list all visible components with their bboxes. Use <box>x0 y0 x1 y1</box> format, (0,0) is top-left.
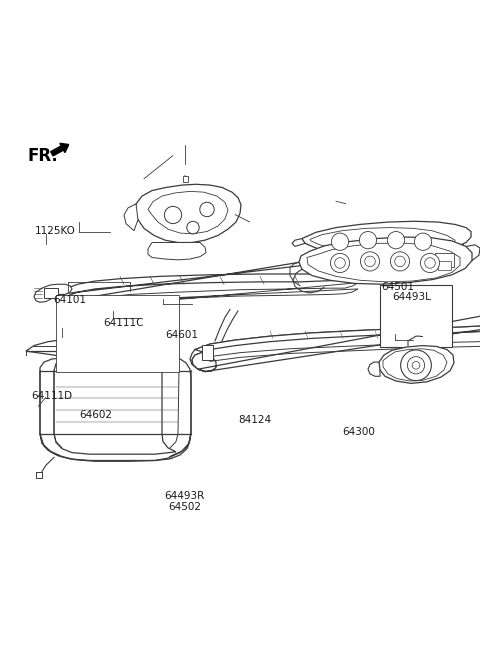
Polygon shape <box>148 191 228 234</box>
Circle shape <box>401 350 432 381</box>
Polygon shape <box>124 204 138 231</box>
Text: 64502: 64502 <box>168 502 201 512</box>
Bar <box>56 295 179 372</box>
Text: FR.: FR. <box>28 147 59 164</box>
Polygon shape <box>299 237 472 284</box>
Polygon shape <box>148 242 206 260</box>
Text: 64493R: 64493R <box>165 491 205 502</box>
Polygon shape <box>135 184 241 242</box>
Text: 64493L: 64493L <box>393 291 431 302</box>
Circle shape <box>164 206 181 223</box>
Polygon shape <box>26 337 191 460</box>
Polygon shape <box>302 221 471 256</box>
Polygon shape <box>34 284 72 303</box>
Circle shape <box>330 253 349 272</box>
Text: 64101: 64101 <box>53 295 86 305</box>
Text: 84124: 84124 <box>238 415 271 424</box>
Polygon shape <box>307 243 460 282</box>
Circle shape <box>395 256 405 267</box>
Circle shape <box>387 231 405 249</box>
Bar <box>44 288 59 299</box>
Circle shape <box>331 233 348 250</box>
Polygon shape <box>192 305 480 371</box>
Polygon shape <box>80 283 358 309</box>
Polygon shape <box>310 227 455 256</box>
Polygon shape <box>383 348 447 381</box>
Text: 64300: 64300 <box>343 427 375 437</box>
Polygon shape <box>58 247 390 303</box>
Circle shape <box>360 252 380 271</box>
Circle shape <box>425 257 435 269</box>
Circle shape <box>420 253 440 272</box>
Circle shape <box>360 231 377 249</box>
Text: 64111C: 64111C <box>104 318 144 328</box>
Circle shape <box>390 252 409 271</box>
Text: 64602: 64602 <box>80 410 112 420</box>
Circle shape <box>200 202 214 217</box>
Circle shape <box>408 356 425 374</box>
Polygon shape <box>379 346 454 383</box>
Bar <box>435 253 454 267</box>
FancyArrow shape <box>51 143 69 156</box>
Circle shape <box>187 221 199 234</box>
Bar <box>438 261 451 270</box>
Text: 64501: 64501 <box>381 282 414 291</box>
Polygon shape <box>183 176 188 182</box>
Circle shape <box>414 233 432 250</box>
Circle shape <box>412 362 420 369</box>
Circle shape <box>335 257 345 269</box>
Text: 64111D: 64111D <box>31 390 72 401</box>
Text: 1125KO: 1125KO <box>35 227 76 236</box>
Text: 64601: 64601 <box>165 330 198 340</box>
Bar <box>380 285 452 347</box>
Bar <box>202 345 213 360</box>
Circle shape <box>365 256 375 267</box>
